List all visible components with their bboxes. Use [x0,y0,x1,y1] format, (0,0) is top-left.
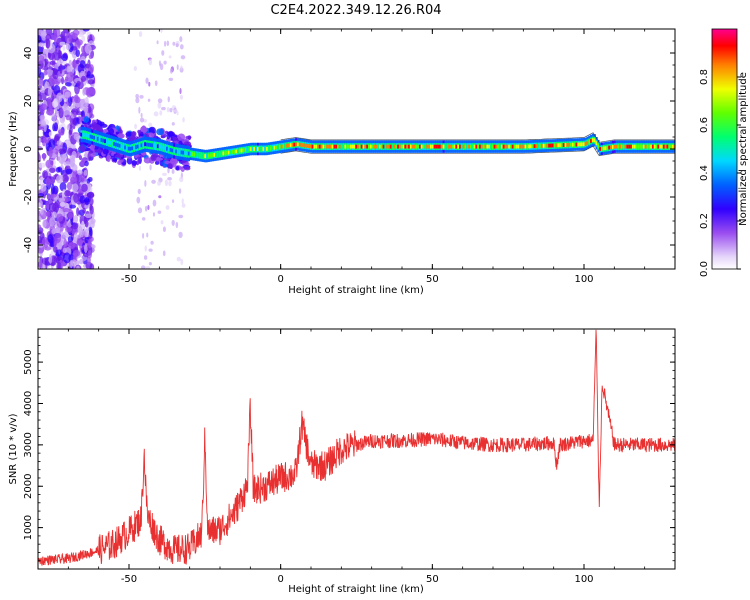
colorbar-gradient [711,28,738,270]
spectrogram-xtick-label: 50 [426,274,439,285]
colorbar-tick-label: 0.2 [699,213,710,229]
colorbar-label: Normalized spectral amplitude [738,72,749,226]
spectrogram-xtick-label: -50 [121,274,137,285]
spectrogram-ytick-label: -40 [23,237,34,253]
snr-frame [37,328,676,570]
spectrogram-x-label: Height of straight line (km) [288,285,424,296]
colorbar: 0.0 0.2 0.4 0.6 0.8 Normalized spectral ampl… [699,28,749,277]
colorbar-tick-label: 0.0 [699,261,710,277]
snr-x-label: Height of straight line (km) [288,584,424,595]
snr-ytick-label: 3000 [23,432,34,457]
colorbar-tick-label: 0.6 [699,117,710,133]
snr-ytick-label: 4000 [23,391,34,416]
spectrogram-panel: -50 0 50 100 -40 -20 0 20 40 Height of straight… [8,28,676,296]
snr-xtick-label: 100 [574,574,593,585]
snr-y-label: SNR (10 * v/v) [8,413,19,484]
colorbar-tick-label: 0.8 [699,69,710,85]
snr-ytick-label: 1000 [23,515,34,540]
snr-series-line [38,329,675,567]
spectrogram-ytick-label: 0 [23,146,34,152]
snr-panel: -50 0 50 100 1000 2000 3000 4000 5000 Height of… [8,328,676,595]
spectrogram-y-label: Frequency (Hz) [8,111,19,187]
snr-ytick-label: 2000 [23,474,34,499]
spectrogram-ytick-label: -20 [23,189,34,205]
colorbar-tick-label: 0.4 [699,165,710,181]
spectrogram-xtick-label: 100 [574,274,593,285]
spectrogram-image [38,29,675,269]
snr-xtick-label: 0 [277,574,283,585]
spectrogram-ytick-label: 40 [23,47,34,60]
spectrogram-ytick-label: 20 [23,95,34,108]
spectrogram-xtick-label: 0 [277,274,283,285]
snr-xtick-label: 50 [426,574,439,585]
figure-title: C2E4.2022.349.12.26.R04 [270,3,441,18]
snr-ytick-label: 5000 [23,349,34,374]
snr-xtick-label: -50 [121,574,137,585]
